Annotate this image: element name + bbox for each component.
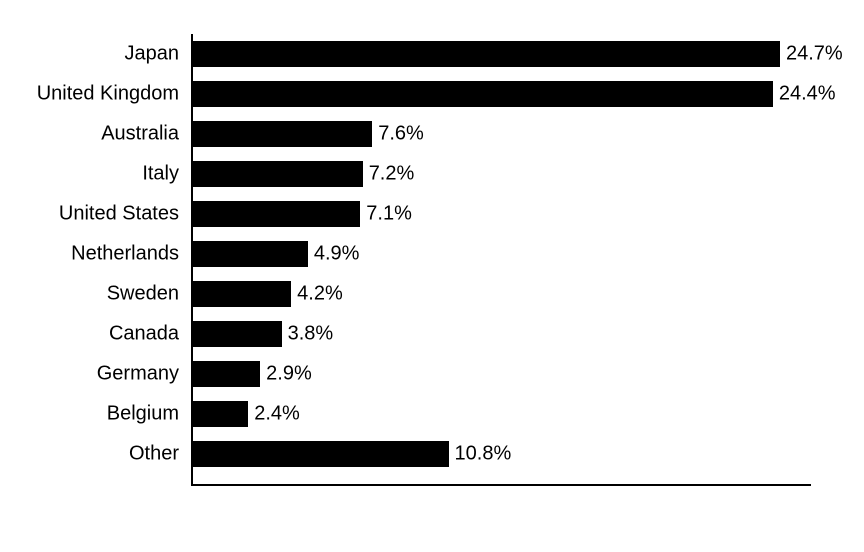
bar: 4.2% bbox=[191, 281, 291, 307]
bar-value-label: 7.6% bbox=[372, 123, 424, 146]
category-label: United Kingdom bbox=[37, 83, 191, 106]
category-label: Belgium bbox=[107, 403, 191, 426]
bar-row: Australia7.6% bbox=[191, 121, 811, 147]
plot-area: Japan24.7% United Kingdom24.4% Australia7.… bbox=[191, 34, 811, 486]
bar: 7.6% bbox=[191, 121, 372, 147]
bar-row: Germany2.9% bbox=[191, 361, 811, 387]
bar-value-label: 2.4% bbox=[248, 403, 300, 426]
bar: 7.2% bbox=[191, 161, 363, 187]
bar: 3.8% bbox=[191, 321, 282, 347]
bar: 24.7% bbox=[191, 41, 780, 67]
bar-value-label: 4.2% bbox=[291, 283, 343, 306]
bar-row: Italy7.2% bbox=[191, 161, 811, 187]
horizontal-bar-chart: Japan24.7%United Kingdom24.4%Australia7.… bbox=[0, 0, 864, 552]
bar-row: Netherlands4.9% bbox=[191, 241, 811, 267]
bar: 2.9% bbox=[191, 361, 260, 387]
bar-value-label: 10.8% bbox=[449, 443, 512, 466]
bar-value-label: 24.4% bbox=[773, 83, 836, 106]
category-label: Australia bbox=[101, 123, 191, 146]
bar-value-label: 4.9% bbox=[308, 243, 360, 266]
bar-value-label: 3.8% bbox=[282, 323, 334, 346]
bar-row: United Kingdom24.4% bbox=[191, 81, 811, 107]
category-label: Other bbox=[129, 443, 191, 466]
x-axis bbox=[191, 484, 811, 486]
bar-row: Sweden4.2% bbox=[191, 281, 811, 307]
bar-row: United States7.1% bbox=[191, 201, 811, 227]
category-label: Japan bbox=[125, 43, 192, 66]
category-label: United States bbox=[59, 203, 191, 226]
bar-row: Belgium2.4% bbox=[191, 401, 811, 427]
bar-row: Other10.8% bbox=[191, 441, 811, 467]
bar: 4.9% bbox=[191, 241, 308, 267]
category-label: Germany bbox=[97, 363, 191, 386]
bar-value-label: 7.2% bbox=[363, 163, 415, 186]
category-label: Netherlands bbox=[71, 243, 191, 266]
bar: 10.8% bbox=[191, 441, 449, 467]
bar-value-label: 24.7% bbox=[780, 43, 843, 66]
bar-row: Canada3.8% bbox=[191, 321, 811, 347]
category-label: Italy bbox=[142, 163, 191, 186]
bar-value-label: 7.1% bbox=[360, 203, 412, 226]
bar: 2.4% bbox=[191, 401, 248, 427]
bar: 7.1% bbox=[191, 201, 360, 227]
bar: 24.4% bbox=[191, 81, 773, 107]
category-label: Canada bbox=[109, 323, 191, 346]
category-label: Sweden bbox=[107, 283, 191, 306]
bar-value-label: 2.9% bbox=[260, 363, 312, 386]
bar-row: Japan24.7% bbox=[191, 41, 811, 67]
